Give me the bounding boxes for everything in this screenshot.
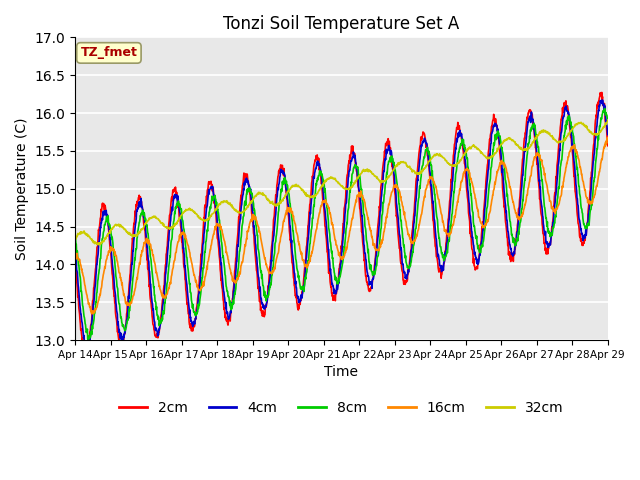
32cm — [96, 242, 104, 248]
Line: 32cm: 32cm — [75, 120, 608, 245]
Line: 16cm: 16cm — [75, 138, 608, 314]
2cm — [604, 143, 612, 149]
2cm — [494, 128, 502, 134]
32cm — [541, 128, 548, 133]
32cm — [604, 118, 612, 123]
32cm — [177, 213, 185, 218]
8cm — [424, 148, 432, 154]
8cm — [601, 106, 609, 111]
32cm — [71, 235, 79, 241]
8cm — [494, 128, 502, 134]
32cm — [494, 146, 502, 152]
16cm — [424, 179, 432, 184]
16cm — [177, 232, 185, 238]
2cm — [598, 90, 605, 96]
Line: 2cm: 2cm — [75, 93, 608, 358]
32cm — [424, 159, 432, 165]
4cm — [494, 126, 502, 132]
16cm — [541, 170, 548, 176]
Line: 4cm: 4cm — [75, 100, 608, 351]
Y-axis label: Soil Temperature (C): Soil Temperature (C) — [15, 118, 29, 260]
2cm — [190, 323, 198, 328]
32cm — [250, 196, 257, 202]
8cm — [177, 206, 185, 212]
16cm — [71, 254, 79, 260]
16cm — [494, 167, 502, 173]
4cm — [424, 152, 432, 158]
8cm — [541, 205, 548, 211]
2cm — [177, 226, 185, 232]
8cm — [71, 230, 79, 236]
4cm — [250, 224, 257, 230]
8cm — [190, 309, 198, 315]
Line: 8cm: 8cm — [75, 108, 608, 339]
Legend: 2cm, 4cm, 8cm, 16cm, 32cm: 2cm, 4cm, 8cm, 16cm, 32cm — [113, 396, 570, 421]
16cm — [604, 135, 611, 141]
8cm — [604, 115, 612, 121]
2cm — [81, 355, 89, 361]
4cm — [598, 97, 606, 103]
X-axis label: Time: Time — [324, 365, 358, 380]
4cm — [604, 132, 612, 137]
4cm — [83, 348, 91, 354]
4cm — [541, 232, 548, 238]
2cm — [541, 240, 548, 246]
32cm — [190, 209, 198, 215]
8cm — [250, 201, 257, 206]
Title: Tonzi Soil Temperature Set A: Tonzi Soil Temperature Set A — [223, 15, 460, 33]
16cm — [250, 217, 257, 223]
Text: TZ_fmet: TZ_fmet — [81, 47, 138, 60]
4cm — [177, 218, 185, 224]
2cm — [71, 254, 79, 260]
16cm — [89, 311, 97, 317]
16cm — [604, 136, 612, 142]
2cm — [250, 230, 257, 236]
8cm — [84, 336, 92, 342]
4cm — [71, 253, 79, 259]
16cm — [190, 272, 198, 278]
4cm — [190, 320, 198, 326]
2cm — [424, 158, 432, 164]
